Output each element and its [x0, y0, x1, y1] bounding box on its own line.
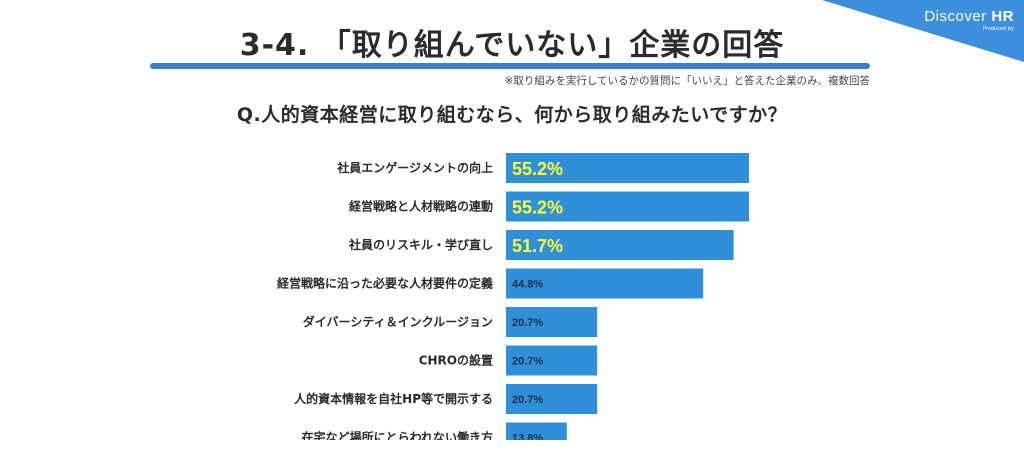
value-label: 20.7% — [512, 356, 543, 368]
category-label: CHROの設置 — [419, 353, 493, 368]
brand-name-light: Discover — [924, 8, 992, 25]
brand-name: Discover HR — [924, 8, 1014, 25]
bar — [506, 230, 734, 260]
category-label: ダイバーシティ＆インクルージョン — [303, 314, 493, 329]
value-label: 13.8% — [512, 433, 543, 441]
bar — [506, 384, 598, 414]
category-label: 社員のリスキル・学び直し — [348, 237, 493, 252]
bar — [506, 422, 567, 440]
bar — [506, 307, 598, 337]
bar-chart: 社員エンゲージメントの向上 55.2% 経営戦略と人材戦略の連動 55.2% 社員のリス… — [277, 153, 749, 441]
brand-name-bold: HR — [991, 8, 1014, 25]
survey-note: ※取り組みを実行しているかの質問に「いいえ」と答えた企業のみ、複数回答 — [504, 75, 870, 87]
bar — [506, 153, 749, 183]
value-label: 20.7% — [512, 317, 543, 329]
brand-logo: Discover HR Produced by — [924, 8, 1014, 32]
value-label: 44.8% — [512, 279, 543, 291]
category-label: 経営戦略に沿った必要な人材要件の定義 — [277, 276, 493, 291]
value-label: 55.2% — [512, 159, 563, 179]
bar — [506, 268, 704, 299]
bar — [506, 191, 749, 222]
question-heading: Q.人的資本経営に取り組むなら、何から取り組みたいですか？ — [236, 104, 788, 126]
title-underline — [150, 63, 870, 69]
page-title: 3-4. 「取り組んでいない」企業の回答 — [239, 28, 785, 63]
category-label: 経営戦略と人材戦略の連動 — [349, 199, 493, 214]
category-label: 人的資本情報を自社HP等で開示する — [294, 391, 493, 406]
category-label: 在宅など場所にとらわれない働き方 — [302, 430, 493, 441]
value-label: 55.2% — [512, 198, 563, 218]
value-label: 20.7% — [512, 394, 543, 406]
category-label: 社員エンゲージメントの向上 — [336, 160, 493, 175]
bar — [506, 345, 598, 376]
value-label: 51.7% — [512, 236, 563, 256]
brand-subtitle: Produced by — [983, 26, 1014, 32]
